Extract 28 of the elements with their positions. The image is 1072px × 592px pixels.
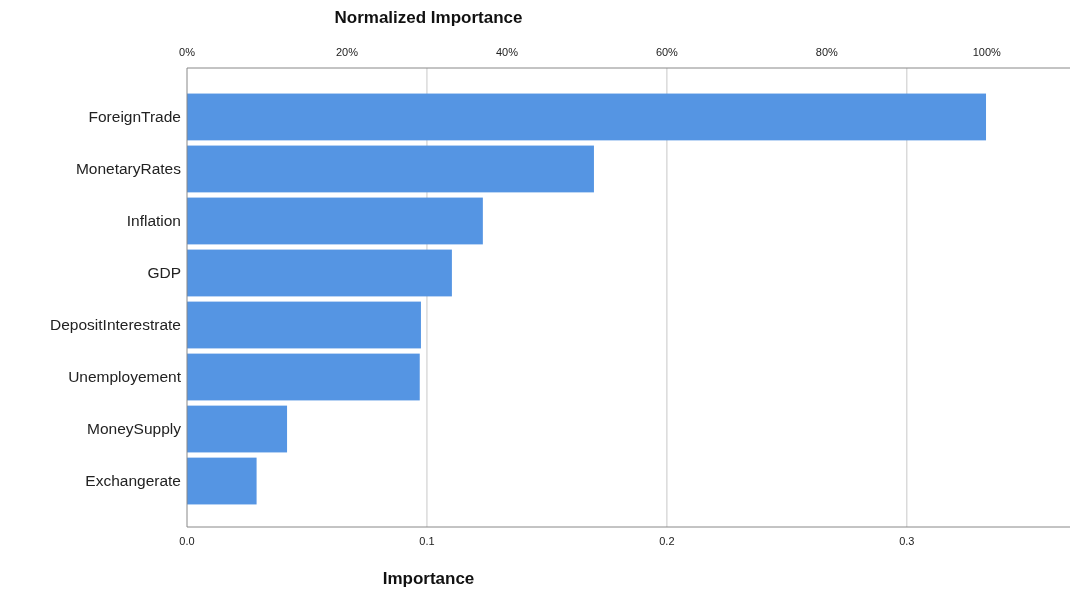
x-tick-label: 0.3 — [899, 535, 915, 547]
y-tick-label: Inflation — [126, 212, 181, 230]
bar — [187, 301, 421, 349]
x2-tick-label: 40% — [495, 46, 519, 58]
x2-tick-label: 0% — [179, 46, 196, 58]
bar — [187, 93, 987, 141]
x-tick-label: 0.2 — [659, 535, 675, 547]
x2-tick-label: 100% — [972, 46, 1002, 58]
y-tick-label: DepositInterestrate — [50, 316, 181, 334]
y-tick-label: ForeignTrade — [88, 108, 181, 126]
x2-tick-label: 60% — [655, 46, 679, 58]
y-tick-label: MoneySupply — [87, 420, 182, 438]
bar — [187, 197, 483, 245]
x-tick-label: 0.0 — [179, 535, 195, 547]
x2-axis-title: Normalized Importance — [334, 8, 523, 27]
bar — [187, 249, 452, 297]
bar — [187, 353, 420, 401]
x2-tick-label: 80% — [815, 46, 839, 58]
x-axis-title: Importance — [382, 569, 475, 588]
x-tick-label: 0.1 — [419, 535, 435, 547]
bar — [187, 405, 288, 453]
y-tick-label: GDP — [147, 264, 181, 282]
y-tick-label: Unemployement — [68, 368, 182, 386]
y-tick-label: MonetaryRates — [75, 160, 182, 178]
y-tick-label: Exchangerate — [85, 472, 181, 490]
x2-tick-label: 20% — [335, 46, 359, 58]
bar — [187, 145, 594, 193]
bar — [187, 457, 257, 505]
